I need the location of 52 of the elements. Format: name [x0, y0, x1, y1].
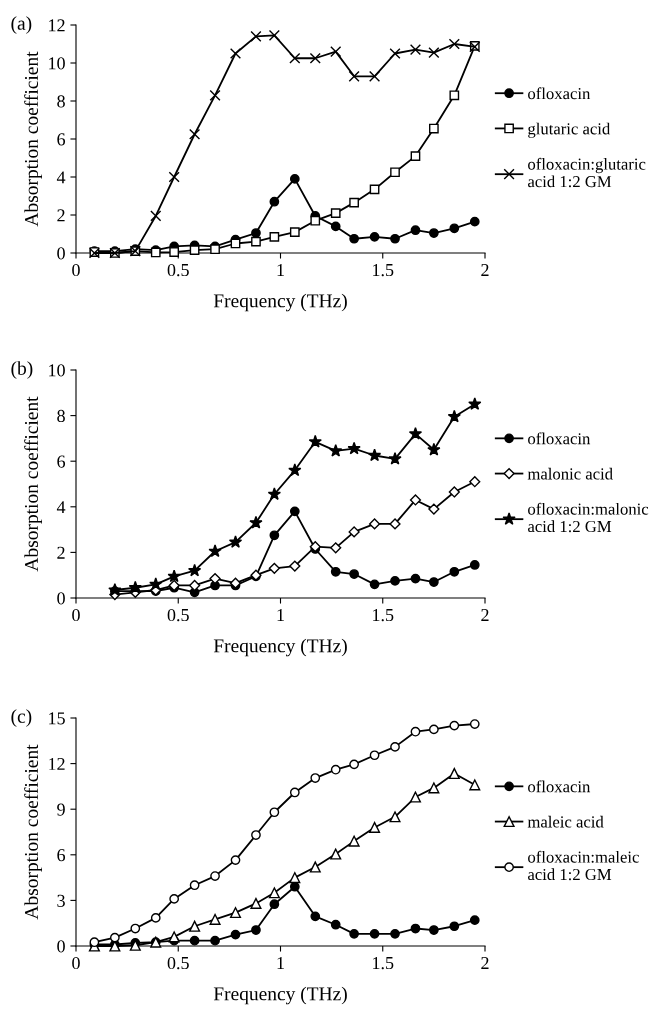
y-tick-label: 0 [57, 592, 65, 605]
x-tick-label: 0.5 [167, 263, 189, 277]
legend-label: ofloxacin:maleic acid 1:2 GM [528, 850, 639, 881]
y-tick-label: 15 [49, 712, 65, 725]
chart-title: (a) [11, 16, 32, 34]
legend-label: glutaric acid [528, 122, 611, 138]
x-tick-label: 0.5 [167, 956, 189, 970]
y-tick-label: 6 [57, 133, 66, 146]
chart-title: (c) [11, 709, 32, 727]
legend-label: maleic acid [527, 815, 604, 828]
legend-label: ofloxacin [528, 780, 591, 793]
y-tick-label: 10 [49, 57, 65, 70]
x-tick-label: 1.5 [373, 957, 394, 970]
y-tick-label: 8 [57, 409, 65, 423]
x-tick-label: 2 [481, 263, 489, 276]
x-axis-title: Frequency (THz) [213, 638, 347, 657]
x-tick-label: 1 [277, 264, 284, 276]
x-tick-label: 2 [481, 956, 489, 969]
y-tick-label: 2 [57, 209, 65, 222]
x-tick-label: 1.5 [373, 609, 394, 622]
y-tick-label: 2 [57, 546, 65, 559]
legend-label: ofloxacin [528, 87, 591, 100]
y-tick-label: 10 [49, 364, 65, 377]
y-tick-label: 0 [57, 940, 65, 953]
x-tick-label: 1 [277, 957, 284, 969]
y-axis-title: Absorption coefficient [24, 396, 42, 572]
legend-label: ofloxacin:malonic acid 1:2 GM [528, 502, 649, 533]
y-axis-title: Absorption coefficient [24, 51, 42, 227]
y-tick-label: 12 [49, 757, 65, 770]
y-tick-label: 9 [57, 803, 65, 816]
x-tick-label: 0 [72, 263, 80, 277]
x-axis-title: Frequency (THz) [213, 986, 347, 1005]
y-tick-label: 6 [57, 849, 66, 862]
y-tick-label: 3 [57, 894, 65, 907]
x-tick-label: 2 [481, 608, 489, 621]
y-tick-label: 12 [49, 19, 65, 32]
x-tick-label: 1.5 [373, 264, 394, 277]
legend-label: malonic acid [527, 467, 613, 480]
chart-title: (b) [11, 361, 33, 379]
y-tick-label: 6 [57, 455, 66, 468]
y-tick-label: 0 [57, 247, 65, 260]
x-tick-label: 0.5 [167, 608, 189, 622]
x-tick-label: 1 [277, 609, 284, 621]
y-axis-title: Absorption coefficient [24, 744, 42, 920]
y-tick-label: 8 [57, 95, 65, 108]
legend-label: ofloxacin:glutaric acid 1:2 GM [528, 157, 646, 188]
legend-label: ofloxacin [528, 432, 591, 445]
x-tick-label: 0 [72, 608, 80, 622]
y-tick-label: 4 [56, 171, 66, 184]
y-tick-label: 4 [56, 501, 66, 514]
x-axis-title: Frequency (THz) [213, 293, 347, 312]
x-tick-label: 0 [72, 956, 80, 970]
